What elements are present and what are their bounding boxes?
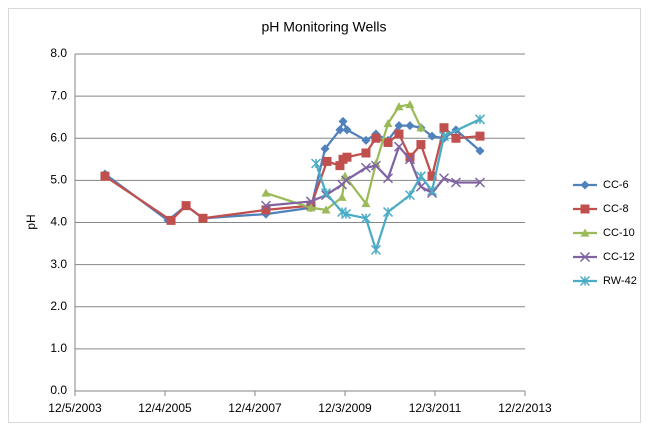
x-tick-label: 12/3/2011 xyxy=(409,401,462,415)
y-tick-label: 7.0 xyxy=(50,88,67,102)
x-tick-label: 12/4/2007 xyxy=(228,401,282,415)
marker xyxy=(360,162,371,173)
marker xyxy=(404,154,416,165)
series-line xyxy=(104,125,481,222)
marker xyxy=(335,161,345,171)
marker xyxy=(181,201,191,211)
marker xyxy=(361,148,371,158)
marker xyxy=(340,209,352,220)
marker xyxy=(305,196,317,207)
marker xyxy=(405,152,415,162)
marker xyxy=(475,146,485,156)
marker xyxy=(322,156,332,166)
marker xyxy=(321,205,331,214)
chart-title: pH Monitoring Wells xyxy=(261,19,386,35)
legend-label: RW-42 xyxy=(603,275,637,287)
marker xyxy=(342,152,352,162)
x-tick-label: 12/2/2013 xyxy=(498,401,552,415)
marker xyxy=(100,171,110,181)
marker xyxy=(475,131,485,141)
legend-label: CC-12 xyxy=(603,251,635,263)
x-tick-label: 12/5/2003 xyxy=(48,401,102,415)
marker xyxy=(427,171,437,181)
marker xyxy=(383,137,393,147)
marker xyxy=(260,200,272,211)
legend-marker xyxy=(580,204,590,214)
marker xyxy=(439,123,449,133)
y-tick-label: 8.0 xyxy=(50,46,67,60)
y-tick-label: 4.0 xyxy=(50,215,67,229)
marker xyxy=(370,244,381,255)
legend-label: CC-8 xyxy=(603,203,629,215)
marker xyxy=(340,175,352,186)
marker xyxy=(198,213,208,223)
marker xyxy=(261,205,271,215)
chart-border xyxy=(8,8,641,423)
marker xyxy=(166,215,176,225)
marker xyxy=(474,177,486,188)
y-tick-label: 3.0 xyxy=(50,257,67,271)
marker xyxy=(404,190,416,201)
marker xyxy=(416,123,426,132)
marker xyxy=(306,203,316,212)
marker xyxy=(320,144,330,154)
marker xyxy=(370,160,381,171)
legend-label: CC-6 xyxy=(603,179,629,191)
marker xyxy=(342,125,352,135)
y-tick-label: 2.0 xyxy=(50,299,67,313)
marker xyxy=(338,116,348,126)
marker xyxy=(394,121,404,131)
marker xyxy=(415,181,426,192)
marker xyxy=(335,125,345,135)
marker xyxy=(383,119,393,128)
legend-marker xyxy=(579,251,591,263)
y-tick-label: 1.0 xyxy=(50,341,67,355)
marker xyxy=(427,131,437,141)
y-tick-label: 5.0 xyxy=(50,173,67,187)
marker xyxy=(405,121,415,131)
marker xyxy=(450,177,461,188)
marker xyxy=(382,173,394,184)
marker xyxy=(371,133,381,143)
marker xyxy=(474,114,486,125)
marker xyxy=(261,188,271,197)
legend-marker xyxy=(580,228,590,237)
x-tick-label: 12/3/2009 xyxy=(318,401,372,415)
marker xyxy=(427,185,438,196)
marker xyxy=(360,213,371,224)
x-tick-label: 12/4/2005 xyxy=(138,401,192,415)
y-tick-label: 6.0 xyxy=(50,130,67,144)
legend-marker xyxy=(579,275,591,287)
legend-marker xyxy=(580,180,590,190)
marker xyxy=(415,171,426,182)
marker xyxy=(438,173,450,184)
marker xyxy=(451,133,461,143)
marker xyxy=(320,187,332,199)
y-tick-label: 0.0 xyxy=(50,383,67,397)
marker xyxy=(393,141,405,152)
marker xyxy=(405,100,415,109)
marker xyxy=(361,199,371,208)
marker xyxy=(394,129,404,139)
marker xyxy=(337,192,347,201)
y-axis-label: pH xyxy=(24,214,38,229)
marker xyxy=(416,140,426,150)
marker xyxy=(361,135,371,145)
marker xyxy=(310,158,322,169)
legend-label: CC-10 xyxy=(603,227,635,239)
marker xyxy=(438,131,450,142)
marker xyxy=(382,206,394,217)
marker xyxy=(394,102,404,111)
